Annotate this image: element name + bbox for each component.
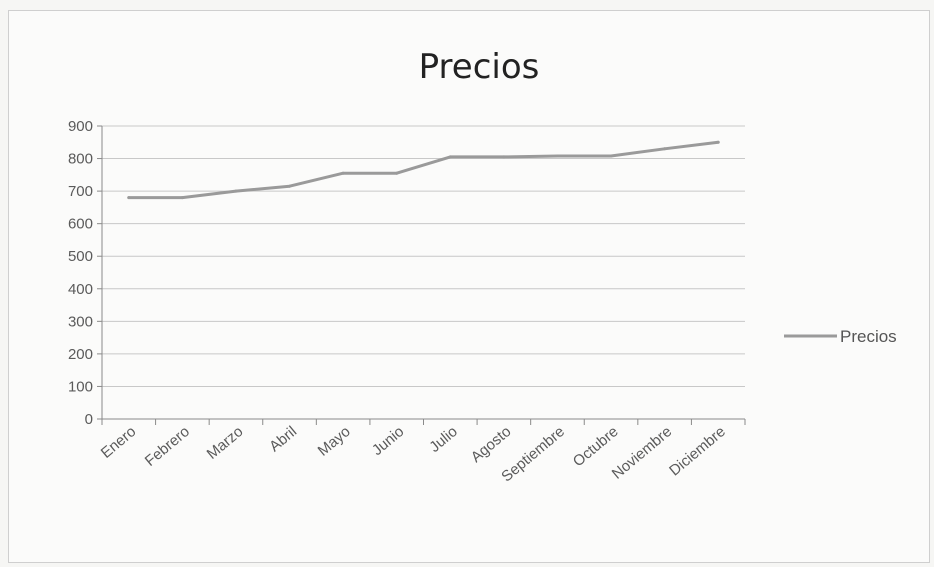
y-axis-ticks: 0 100 200 300 400 500 600 700 800 900 (68, 118, 102, 428)
data-point (234, 189, 238, 193)
data-point (448, 155, 452, 159)
x-tick-label: Agosto (468, 423, 515, 466)
x-axis-ticks: Enero Febrero Marzo Abril Mayo Junio Julio Agos… (98, 419, 746, 485)
y-tick-label: 900 (68, 118, 93, 135)
data-point (555, 154, 559, 158)
x-tick-label: Octubre (570, 423, 622, 470)
data-point (716, 140, 720, 144)
x-tick-label: Noviembre (609, 423, 675, 483)
data-point (395, 171, 399, 175)
x-tick-label: Julio (426, 423, 461, 456)
y-tick-label: 200 (68, 346, 93, 363)
chart-frame: Precios 0 100 200 300 400 500 600 700 800 900 Ene… (8, 10, 930, 563)
gridlines (102, 125, 745, 387)
x-tick-label: Mayo (315, 423, 354, 460)
x-tick-label: Junio (369, 423, 407, 459)
y-tick-label: 300 (68, 313, 93, 330)
chart-title: Precios (419, 47, 540, 87)
x-tick-label: Diciembre (666, 423, 729, 479)
series-line (127, 140, 720, 200)
data-point (288, 184, 292, 188)
data-point (502, 155, 506, 159)
axes (101, 126, 745, 420)
data-point (663, 147, 667, 151)
y-tick-label: 500 (68, 248, 93, 265)
data-point (127, 196, 131, 200)
data-point (341, 171, 345, 175)
line-chart: Precios 0 100 200 300 400 500 600 700 800 900 Ene… (68, 47, 897, 485)
legend: Precios (784, 327, 897, 346)
legend-label: Precios (840, 327, 897, 346)
y-tick-label: 700 (68, 183, 93, 200)
y-tick-label: 600 (68, 216, 93, 233)
y-tick-label: 800 (68, 151, 93, 168)
x-tick-label: Enero (98, 423, 140, 462)
x-tick-label: Marzo (204, 423, 247, 463)
y-tick-label: 100 (68, 378, 93, 395)
y-tick-label: 0 (85, 411, 93, 428)
x-tick-label: Abril (266, 423, 300, 455)
series-lines (127, 140, 720, 200)
data-point (180, 196, 184, 200)
data-point (609, 154, 613, 158)
x-tick-label: Febrero (142, 423, 193, 470)
y-tick-label: 400 (68, 281, 93, 298)
